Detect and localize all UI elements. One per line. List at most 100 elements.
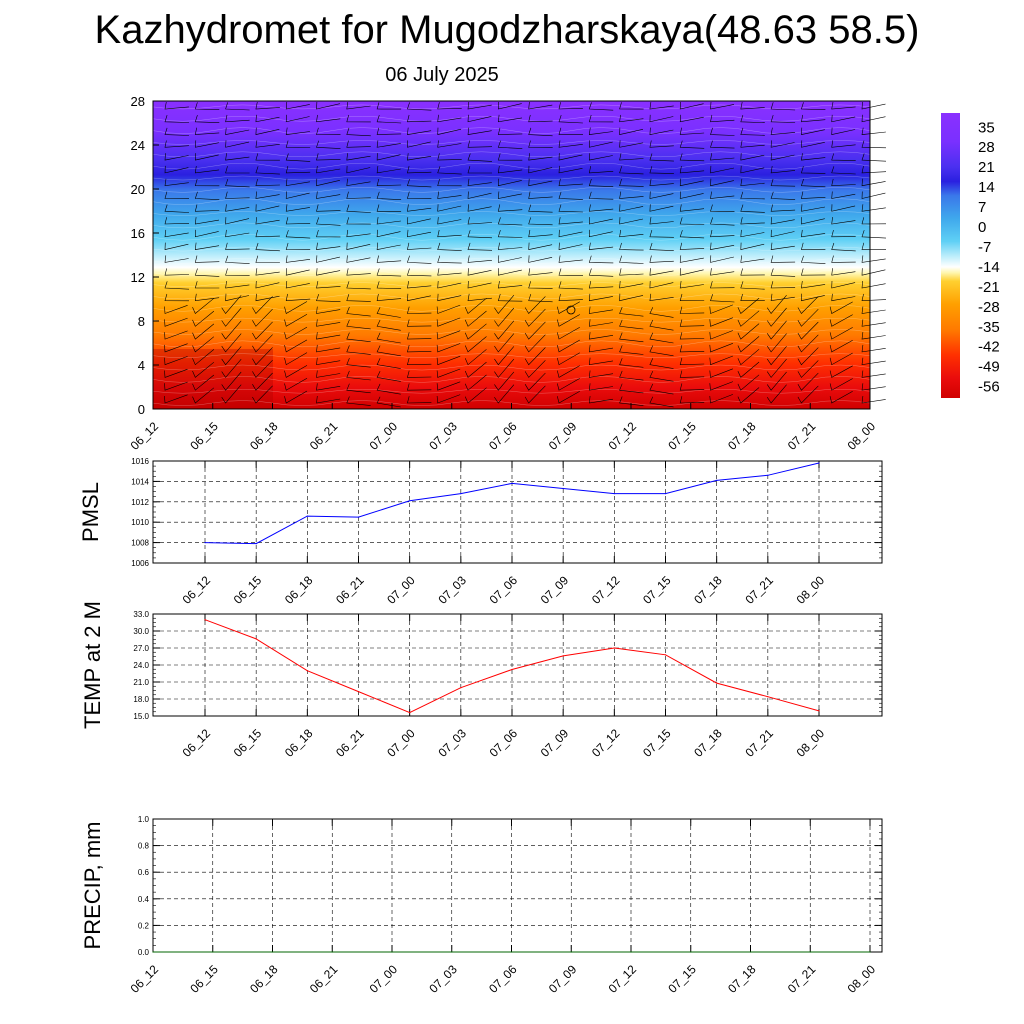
wind-barb xyxy=(710,178,734,187)
wind-barb xyxy=(407,191,432,199)
wind-barb xyxy=(316,230,341,238)
wind-barb xyxy=(376,127,402,135)
wind-barb xyxy=(649,166,674,174)
wind-barb xyxy=(588,370,614,378)
wind-barb xyxy=(192,310,215,327)
wind-barb xyxy=(255,217,280,225)
wind-barb xyxy=(494,295,515,314)
wind-barb xyxy=(557,326,580,340)
wind-barb xyxy=(285,293,311,302)
wind-barb xyxy=(528,127,553,137)
wind-barb xyxy=(524,360,546,378)
wind-barb xyxy=(316,242,341,250)
y-tick-label: 0.8 xyxy=(138,842,150,851)
colorbar-label: 14 xyxy=(978,179,995,196)
wind-barb xyxy=(194,217,220,225)
wind-barb xyxy=(221,371,242,391)
x-tick-label: 06_21 xyxy=(307,419,341,453)
wind-barb xyxy=(407,383,432,391)
wind-barb xyxy=(164,368,188,378)
precip-point xyxy=(570,951,572,953)
wind-barb xyxy=(225,255,250,264)
wind-barb xyxy=(255,166,280,175)
wind-barb xyxy=(740,102,765,110)
precip-point xyxy=(809,951,811,953)
wind-barb xyxy=(679,383,705,391)
wind-barb xyxy=(164,229,189,238)
wind-barb xyxy=(649,332,674,344)
cross-section-panel: 0 4 8 12 16 20 24 28 06_12 06_15 06_18 06_21 07_00 07… xyxy=(128,94,887,453)
panel-frame xyxy=(152,818,883,953)
wind-barb xyxy=(797,321,819,340)
wind-barb xyxy=(558,255,583,263)
wind-barb xyxy=(679,217,705,225)
wind-barb xyxy=(797,372,819,391)
wind-barb xyxy=(709,368,734,378)
wind-barb xyxy=(164,268,190,276)
colorbar-label: 28 xyxy=(978,139,995,156)
wind-barb xyxy=(679,306,705,314)
wind-barb xyxy=(164,381,188,391)
wind-barb xyxy=(679,101,704,110)
y-tick-label: 28 xyxy=(131,94,145,109)
wind-barb xyxy=(467,191,492,199)
wind-barb xyxy=(255,178,280,187)
wind-barb xyxy=(376,293,402,302)
wind-barb xyxy=(467,127,492,135)
wind-barb xyxy=(221,307,242,327)
wind-barb xyxy=(679,127,705,135)
wind-barb xyxy=(861,255,886,263)
wind-barb xyxy=(225,280,250,289)
wind-barb xyxy=(376,268,402,277)
wind-barb xyxy=(407,204,432,212)
wind-barb xyxy=(225,229,250,238)
wind-barb xyxy=(801,280,826,289)
wind-barb xyxy=(346,319,371,330)
wind-barb xyxy=(588,127,614,135)
x-tick-label: 07_09 xyxy=(546,419,580,453)
wind-barb xyxy=(494,307,515,327)
pmsl-point xyxy=(204,542,206,544)
wind-barb xyxy=(164,165,189,174)
contour-line xyxy=(152,151,871,158)
wind-barb xyxy=(497,293,523,302)
wind-barb xyxy=(436,317,461,327)
precip-point xyxy=(271,951,274,953)
x-tick-label: 06_18 xyxy=(247,962,281,996)
wind-barb xyxy=(467,153,493,162)
wind-barb xyxy=(861,166,887,174)
wind-barb xyxy=(801,268,826,276)
wind-barb xyxy=(192,387,215,404)
wind-barb xyxy=(164,330,188,340)
wind-barb xyxy=(770,115,796,123)
wind-barb xyxy=(619,293,644,302)
colorbar-label: -28 xyxy=(978,299,1000,316)
wind-barb xyxy=(284,365,308,378)
wind-barb xyxy=(740,165,765,174)
wind-barb xyxy=(494,358,515,378)
temp2m-point xyxy=(716,682,718,684)
wind-barb xyxy=(766,295,787,314)
x-tick-label: 07_21 xyxy=(742,726,776,760)
wind-barb xyxy=(285,280,310,289)
wind-barb xyxy=(766,371,787,391)
wind-barb xyxy=(346,140,371,148)
wind-barb xyxy=(770,217,795,225)
x-tick-label: 06_18 xyxy=(247,419,281,453)
wind-barb xyxy=(740,127,765,136)
wind-barb xyxy=(831,217,856,225)
wind-barb xyxy=(709,394,734,404)
temp2m-point xyxy=(767,696,769,698)
wind-barb xyxy=(225,166,250,174)
wind-barb xyxy=(497,242,523,250)
colorbar-label: -56 xyxy=(978,379,1000,396)
wind-barb xyxy=(346,204,371,213)
wind-barb xyxy=(407,370,432,378)
wind-barb xyxy=(528,165,553,174)
wind-barb xyxy=(497,191,522,199)
wind-barb xyxy=(285,101,310,110)
wind-barb xyxy=(255,102,280,110)
wind-barb xyxy=(528,114,553,123)
wind-barb xyxy=(494,333,515,353)
